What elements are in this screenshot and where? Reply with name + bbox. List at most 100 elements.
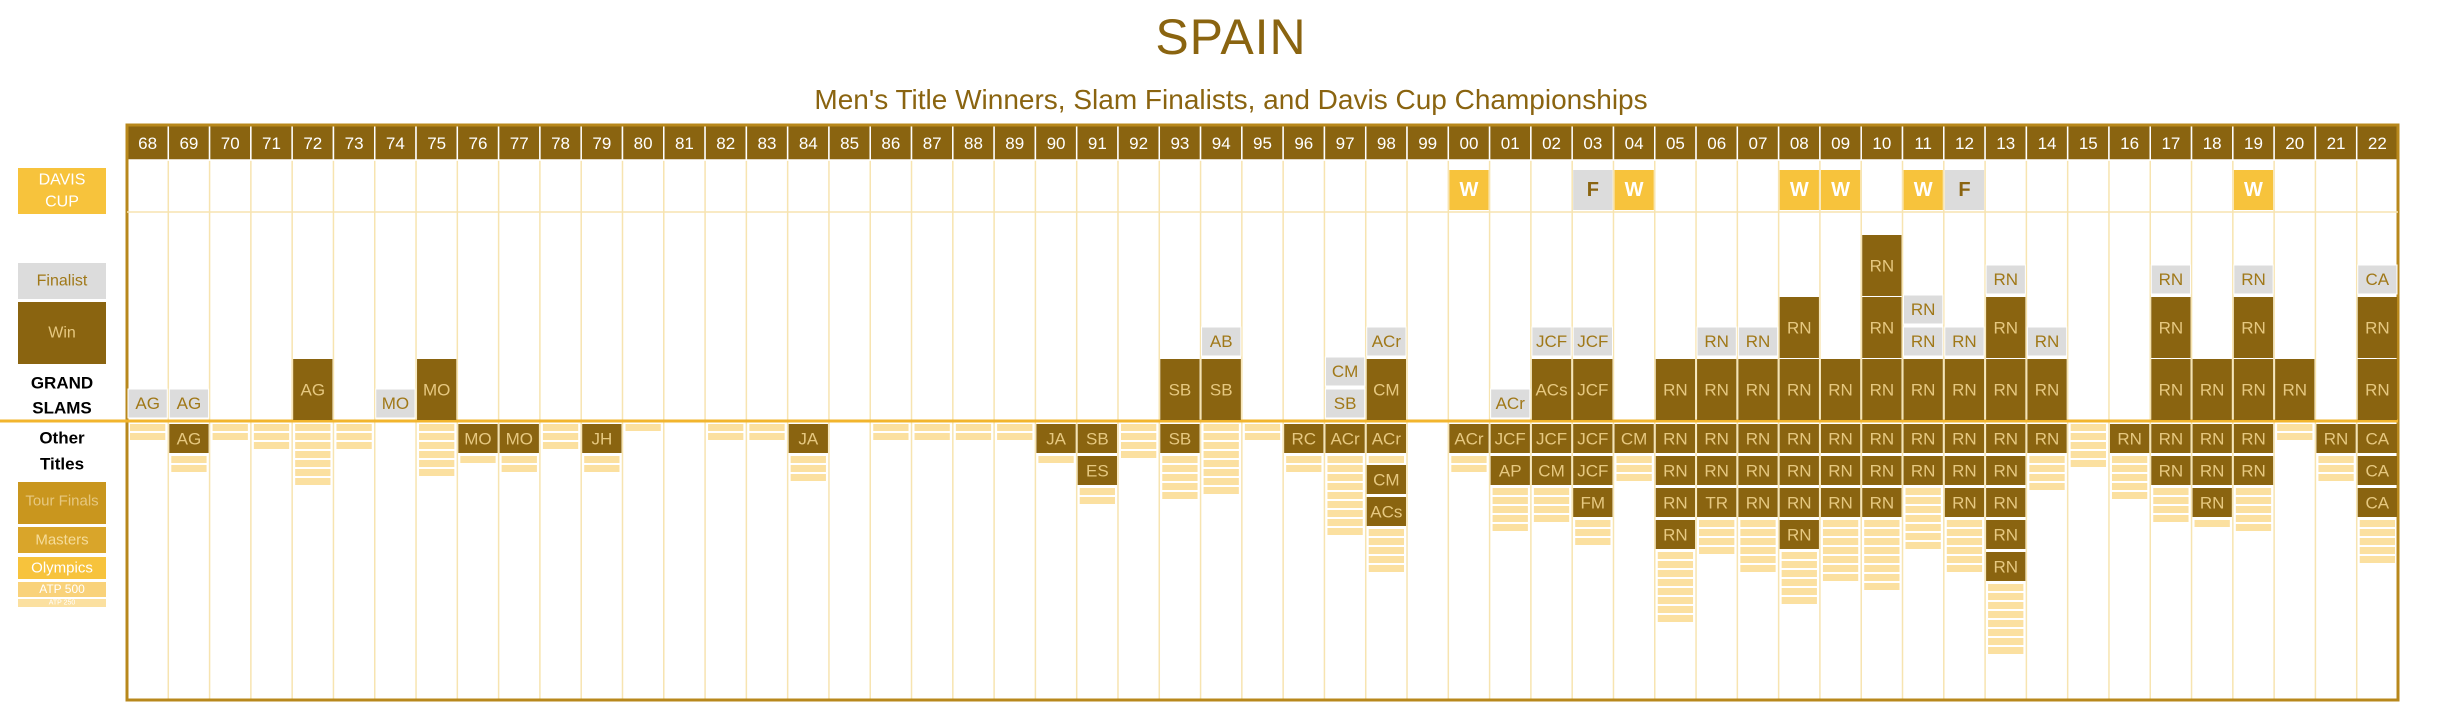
year-tick-label: 01 <box>1501 134 1520 153</box>
other-title-stripe <box>419 469 455 476</box>
legend-finalist-label: Finalist <box>37 273 88 290</box>
other-title-stripe <box>1988 629 2024 636</box>
slam-finalist-box <box>1944 326 1985 357</box>
other-title-stripe <box>419 433 455 440</box>
other-title-stripe <box>1905 497 1941 504</box>
other-title-stripe <box>1657 579 1694 586</box>
other-title-bar <box>1944 424 1985 453</box>
year-tick-label: 91 <box>1088 134 1107 153</box>
other-title-stripe <box>1946 547 1983 554</box>
other-title-label: SB <box>1169 430 1192 449</box>
slam-win-label: RN <box>2200 381 2225 400</box>
other-title-stripe <box>1203 424 1239 431</box>
other-title-stripe <box>1120 451 1157 458</box>
other-title-bar <box>1366 424 1407 453</box>
slam-win-bar <box>2275 359 2315 420</box>
other-title-label: JA <box>798 430 819 449</box>
year-header-cell <box>2025 124 2069 161</box>
other-title-bar <box>1697 424 1737 453</box>
other-title-label: RN <box>1787 494 1812 513</box>
year-tick-label: 08 <box>1790 134 1809 153</box>
other-title-stripe <box>1162 465 1198 472</box>
other-title-stripe <box>2070 424 2106 431</box>
other-title-stripe <box>1575 538 1611 545</box>
davis-cup-label: W <box>1790 179 1809 201</box>
other-title-stripe <box>2029 483 2065 490</box>
slam-finalist-label: MO <box>382 394 409 413</box>
other-title-bar <box>2357 488 2397 517</box>
other-title-stripe <box>1781 597 1817 604</box>
other-title-stripe <box>1492 488 1528 495</box>
legend-atp500-label: ATP 500 <box>39 582 85 596</box>
other-title-label: RN <box>1828 430 1853 449</box>
other-title-stripe <box>295 424 331 431</box>
slam-finalist-box <box>1531 326 1572 357</box>
other-title-bar <box>1738 488 1778 517</box>
other-title-stripe <box>1616 465 1652 472</box>
davis-cup-cell <box>1573 170 1613 210</box>
year-tick-label: 88 <box>964 134 983 153</box>
other-title-label: CM <box>1373 471 1399 490</box>
other-title-label: JH <box>591 430 612 449</box>
slam-win-bar <box>1862 235 1902 296</box>
other-title-bar <box>1697 488 1737 517</box>
other-title-label: CM <box>1621 430 1647 449</box>
other-title-stripe <box>1203 487 1239 494</box>
slam-win-label: RN <box>1746 381 1771 400</box>
slam-win-bar <box>1862 297 1902 358</box>
other-title-stripe <box>2111 483 2148 490</box>
other-title-stripe <box>1203 433 1239 440</box>
other-title-label: RN <box>2241 462 2266 481</box>
other-title-label: ACs <box>1370 503 1402 522</box>
other-title-stripe <box>253 424 290 431</box>
slam-finalist-box <box>127 388 168 419</box>
other-title-stripe <box>1822 565 1859 572</box>
other-title-stripe <box>1533 506 1570 513</box>
slam-finalist-label: RN <box>1704 332 1729 351</box>
year-tick-label: 00 <box>1459 134 1478 153</box>
other-title-stripe <box>1822 520 1859 527</box>
other-title-stripe <box>914 433 950 440</box>
slam-finalist-box <box>2233 264 2274 295</box>
legend-olympics-label: Olympics <box>31 560 93 577</box>
slam-finalist-label: AG <box>135 394 160 413</box>
other-title-stripe <box>1781 579 1817 586</box>
other-title-label: RN <box>1993 430 2018 449</box>
other-title-label: AG <box>177 430 202 449</box>
other-title-label: CA <box>2366 462 2390 481</box>
other-title-stripe <box>336 424 372 431</box>
other-title-stripe <box>1988 620 2024 627</box>
other-title-stripe <box>625 424 661 431</box>
slam-win-label: SB <box>1210 381 1233 400</box>
other-title-stripe <box>1120 424 1157 431</box>
slam-finalist-box <box>1366 326 1407 357</box>
other-title-stripe <box>1286 456 1322 463</box>
slam-finalist-label: ACr <box>1372 332 1402 351</box>
other-title-stripe <box>955 424 992 431</box>
slam-finalist-box <box>1572 326 1613 357</box>
other-title-stripe <box>1368 538 1405 545</box>
other-title-stripe <box>419 460 455 467</box>
other-title-stripe <box>1120 433 1157 440</box>
other-title-stripe <box>212 433 248 440</box>
other-title-stripe <box>1657 606 1694 613</box>
davis-cup-cell <box>2233 170 2274 210</box>
other-title-bar <box>1531 424 1572 453</box>
other-title-stripe <box>2318 474 2354 481</box>
other-title-bar <box>1738 456 1778 485</box>
other-title-stripe <box>1740 529 1776 536</box>
year-tick-label: 72 <box>303 134 322 153</box>
other-title-stripe <box>1781 570 1817 577</box>
other-title-stripe <box>2235 497 2272 504</box>
slam-win-label: RN <box>1663 381 1688 400</box>
slam-win-label: RN <box>2035 381 2060 400</box>
other-title-bar <box>2151 424 2191 453</box>
other-title-label: SB <box>1086 430 1109 449</box>
slam-finalist-box <box>1696 326 1737 357</box>
other-title-bar <box>2151 456 2191 485</box>
other-title-stripe <box>1575 520 1611 527</box>
other-title-label: TR <box>1705 494 1728 513</box>
other-title-label: RN <box>1663 430 1688 449</box>
other-title-label: AP <box>1499 462 1522 481</box>
other-title-label: RN <box>2241 430 2266 449</box>
